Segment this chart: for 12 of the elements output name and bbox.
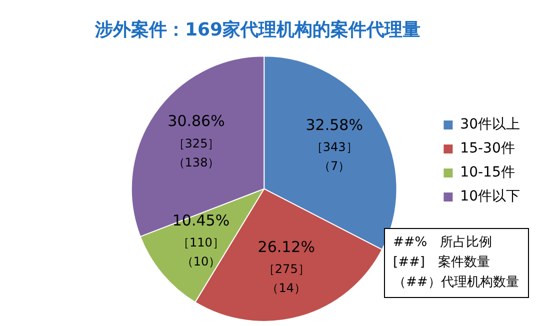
legend-label: 15-30件 — [460, 140, 515, 157]
text: ##% 所占比例 — [393, 234, 494, 252]
text: （##）代理机构数量 — [393, 274, 520, 292]
text: [##] 案件数量 — [393, 254, 491, 272]
data-label: 30.86%［325］（138） — [168, 112, 225, 170]
legend-label: 10-15件 — [460, 164, 515, 181]
chart-title: 涉外案件：169家代理机构的案件代理量 — [94, 19, 421, 40]
legend-label: 30件以上 — [460, 116, 520, 133]
data-label: 32.58%［343］（7） — [306, 116, 363, 174]
data-label: 26.12%［275］（14） — [258, 238, 315, 296]
legend-label: 10件以下 — [460, 188, 520, 205]
data-label: 10.45%［110］（10） — [172, 211, 230, 269]
